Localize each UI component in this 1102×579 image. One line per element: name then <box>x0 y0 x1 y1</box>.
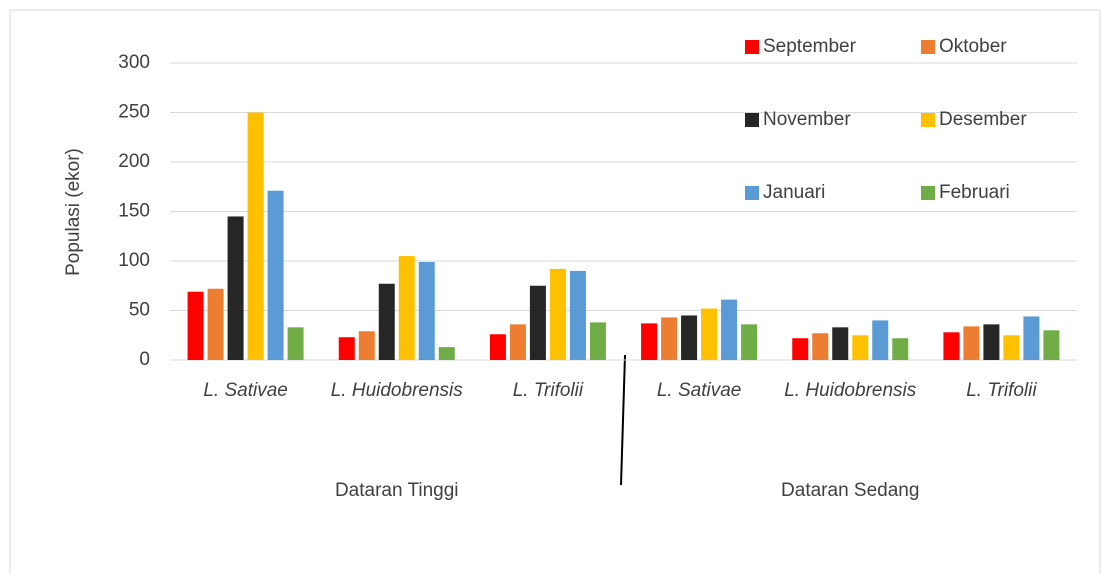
y-tick-label: 150 <box>118 201 150 222</box>
bar <box>569 270 586 360</box>
y-tick-label: 250 <box>118 102 150 123</box>
legend-swatch <box>745 40 759 54</box>
x-tick-label: L. Sativae <box>657 380 742 401</box>
bar <box>641 323 658 360</box>
bar <box>398 256 415 360</box>
group-label: Dataran Tinggi <box>335 480 459 501</box>
bar <box>378 283 395 360</box>
bar <box>983 324 1000 360</box>
legend-swatch <box>745 113 759 127</box>
y-tick-label: 0 <box>139 349 150 370</box>
legend-swatch <box>921 40 935 54</box>
bar <box>701 308 718 360</box>
x-tick-label: L. Huidobrensis <box>784 380 917 401</box>
group-label: Dataran Sedang <box>781 480 919 501</box>
y-tick-label: 200 <box>118 151 150 172</box>
y-tick-label: 100 <box>118 250 150 271</box>
bar <box>681 315 698 360</box>
legend-swatch <box>745 186 759 200</box>
x-tick-label: L. Huidobrensis <box>331 380 464 401</box>
group-separator <box>620 354 626 486</box>
bar <box>1023 316 1040 360</box>
bar <box>943 332 960 360</box>
bar <box>247 112 264 360</box>
legend-label: Desember <box>939 109 1027 130</box>
y-axis-label: Populasi (ekor) <box>63 148 84 276</box>
bar <box>661 317 678 360</box>
bar <box>207 288 224 360</box>
bar <box>1043 330 1060 360</box>
bar <box>338 337 355 360</box>
x-tick-label: L. Trifolii <box>513 380 584 401</box>
legend-label: November <box>763 109 851 130</box>
bar <box>287 327 304 360</box>
bar <box>832 327 849 360</box>
bar <box>549 268 566 360</box>
bar <box>358 331 375 360</box>
bar <box>963 326 980 360</box>
bar <box>267 190 284 360</box>
bar <box>1003 335 1020 360</box>
bar <box>227 216 244 360</box>
legend-label: Februari <box>939 182 1010 203</box>
legend-swatch <box>921 186 935 200</box>
bar <box>812 333 829 360</box>
x-tick-label: L. Trifolii <box>966 380 1037 401</box>
y-tick-label: 300 <box>118 52 150 73</box>
x-tick-label: L. Sativae <box>203 380 288 401</box>
bar <box>852 335 869 360</box>
legend-label: Januari <box>763 182 825 203</box>
bar <box>792 338 809 360</box>
legend-label: September <box>763 36 857 57</box>
bar <box>438 347 455 360</box>
bar <box>741 324 758 360</box>
bar <box>872 320 889 360</box>
bar <box>187 291 204 360</box>
bar <box>418 261 435 360</box>
bar <box>509 324 526 360</box>
legend-label: Oktober <box>939 36 1007 57</box>
chart-border <box>9 9 1101 579</box>
bar <box>721 299 738 360</box>
bar <box>589 322 606 360</box>
legend-swatch <box>921 113 935 127</box>
bar <box>489 334 506 360</box>
bar <box>529 285 546 360</box>
bar <box>892 338 909 360</box>
y-tick-label: 50 <box>129 300 150 321</box>
